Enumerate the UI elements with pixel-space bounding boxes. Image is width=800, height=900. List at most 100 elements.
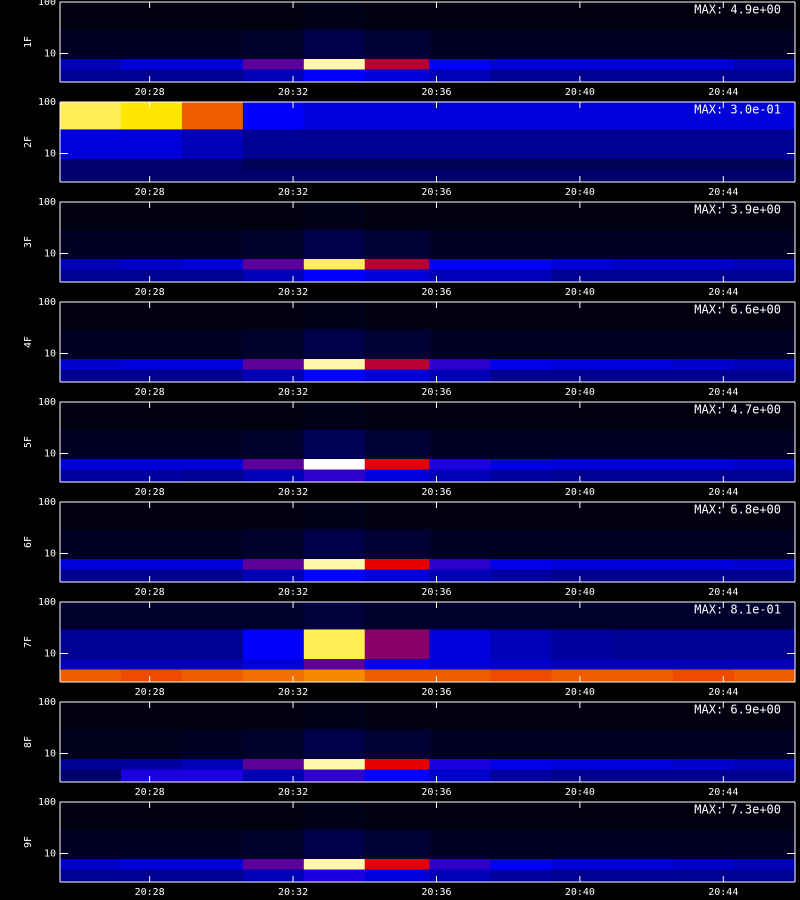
heat-cell	[429, 828, 491, 860]
y-label: 5F	[23, 436, 34, 448]
heat-cell	[60, 269, 122, 283]
x-tick-label: 20:44	[708, 87, 738, 98]
x-tick-label: 20:44	[708, 687, 738, 698]
heat-cell	[364, 358, 430, 370]
heat-cell	[429, 402, 491, 430]
y-tick-label: 100	[38, 397, 56, 408]
heat-cell	[673, 602, 735, 630]
heat-cell	[429, 169, 491, 183]
heat-cell	[673, 2, 735, 30]
heat-cell	[490, 69, 552, 83]
heat-cell	[60, 58, 122, 70]
heat-cell	[60, 102, 122, 130]
heat-cell	[490, 328, 552, 360]
heat-cell	[303, 569, 366, 583]
heat-cell	[303, 258, 366, 270]
x-tick-label: 20:36	[421, 787, 451, 798]
heat-cell	[120, 728, 183, 760]
heat-cell	[120, 58, 183, 70]
heat-cell	[181, 502, 244, 530]
y-tick-label: 100	[38, 197, 56, 208]
heat-cell	[303, 302, 366, 330]
heat-cell	[551, 369, 613, 383]
heat-cell	[181, 358, 244, 370]
heat-cell	[673, 858, 735, 870]
heat-cell	[734, 728, 796, 760]
heat-cell	[673, 828, 735, 860]
heat-cell	[181, 702, 244, 730]
heat-cell	[364, 402, 430, 430]
heat-cell	[60, 169, 122, 183]
heat-cell	[429, 769, 491, 783]
heat-cell	[120, 628, 183, 660]
heat-cell	[181, 302, 244, 330]
heat-cell	[181, 669, 244, 683]
heat-cell	[612, 28, 674, 60]
heat-cell	[120, 502, 183, 530]
heat-cell	[551, 302, 613, 330]
heat-cell	[364, 602, 430, 630]
y-tick-label: 10	[44, 649, 56, 660]
x-tick-label: 20:44	[708, 387, 738, 398]
heat-cell	[120, 28, 183, 60]
heat-cell	[181, 402, 244, 430]
heat-cell	[181, 828, 244, 860]
y-tick-label: 10	[44, 749, 56, 760]
heat-cell	[181, 2, 244, 30]
y-tick-label: 10	[44, 449, 56, 460]
heat-cell	[181, 58, 244, 70]
heat-cell	[60, 828, 122, 860]
x-tick-label: 20:40	[565, 87, 595, 98]
heat-cell	[120, 169, 183, 183]
heat-cell	[734, 469, 796, 483]
x-tick-label: 20:44	[708, 187, 738, 198]
heat-cell	[490, 828, 552, 860]
heat-cell	[60, 128, 122, 160]
heat-cell	[551, 728, 613, 760]
heat-cell	[429, 228, 491, 260]
heat-cell	[612, 502, 674, 530]
heat-cell	[551, 258, 613, 270]
heat-cell	[734, 102, 796, 130]
heat-cell	[364, 702, 430, 730]
heat-cell	[303, 669, 366, 683]
heat-cell	[60, 758, 122, 770]
heat-cell	[120, 569, 183, 583]
heat-cell	[120, 658, 183, 670]
heat-cell	[490, 102, 552, 130]
heat-cell	[181, 202, 244, 230]
heat-cell	[181, 469, 244, 483]
heat-cell	[60, 528, 122, 560]
heat-cell	[242, 458, 305, 470]
heat-cell	[551, 669, 613, 683]
heat-cell	[242, 158, 305, 170]
heat-cell	[303, 528, 366, 560]
heat-cell	[612, 302, 674, 330]
heat-cell	[490, 28, 552, 60]
heat-cell	[242, 602, 305, 630]
heat-cell	[120, 458, 183, 470]
heat-cell	[242, 58, 305, 70]
heat-cell	[242, 828, 305, 860]
heat-cell	[242, 569, 305, 583]
x-tick-label: 20:40	[565, 487, 595, 498]
heat-cell	[490, 469, 552, 483]
heat-cell	[490, 869, 552, 883]
heat-cell	[429, 728, 491, 760]
heat-cell	[490, 228, 552, 260]
heat-cell	[242, 128, 305, 160]
heat-cell	[242, 528, 305, 560]
x-tick-label: 20:36	[421, 487, 451, 498]
x-tick-label: 20:36	[421, 87, 451, 98]
heat-cell	[303, 802, 366, 830]
heat-cell	[490, 169, 552, 183]
heat-cell	[364, 369, 430, 383]
heat-cell	[242, 728, 305, 760]
heat-cell	[60, 569, 122, 583]
heat-cell	[551, 828, 613, 860]
y-label: 8F	[23, 736, 34, 748]
heat-cell	[429, 528, 491, 560]
heat-cell	[673, 328, 735, 360]
heat-cell	[551, 58, 613, 70]
